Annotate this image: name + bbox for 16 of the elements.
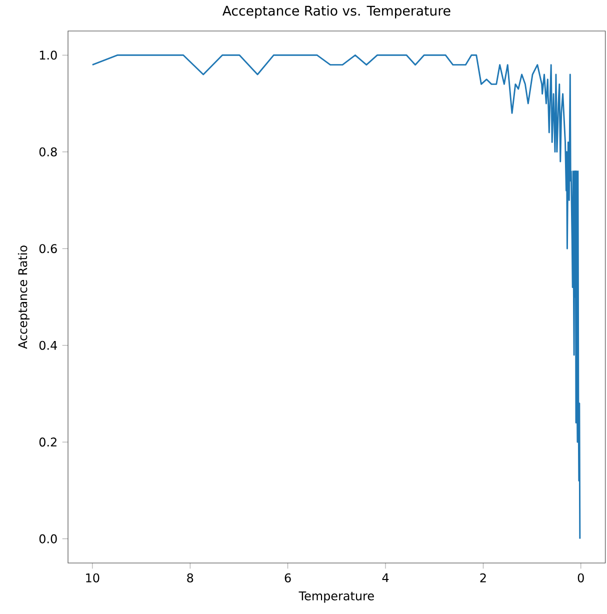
y-tick-label: 1.0 — [40, 50, 57, 60]
y-axis-title: Acceptance Ratio — [18, 246, 30, 349]
x-tick-label: 6 — [284, 573, 291, 582]
y-tick-label: 0.6 — [40, 244, 57, 254]
x-tick-label: 10 — [86, 573, 100, 582]
line-series — [92, 54, 581, 540]
chart-title: Acceptance Ratio vs. Temperature — [222, 5, 450, 18]
y-tick-label: 0.2 — [40, 438, 57, 447]
x-tick-label: 8 — [187, 573, 194, 582]
x-tick-label: 4 — [382, 573, 389, 582]
x-tick-label: 2 — [480, 573, 486, 582]
x-tick-label: 0 — [578, 573, 584, 582]
x-axis-title: Temperature — [298, 592, 374, 603]
y-tick-label: 0.8 — [40, 147, 57, 156]
y-tick-label: 0.4 — [40, 340, 58, 350]
y-tick-label: 0.0 — [40, 534, 57, 544]
